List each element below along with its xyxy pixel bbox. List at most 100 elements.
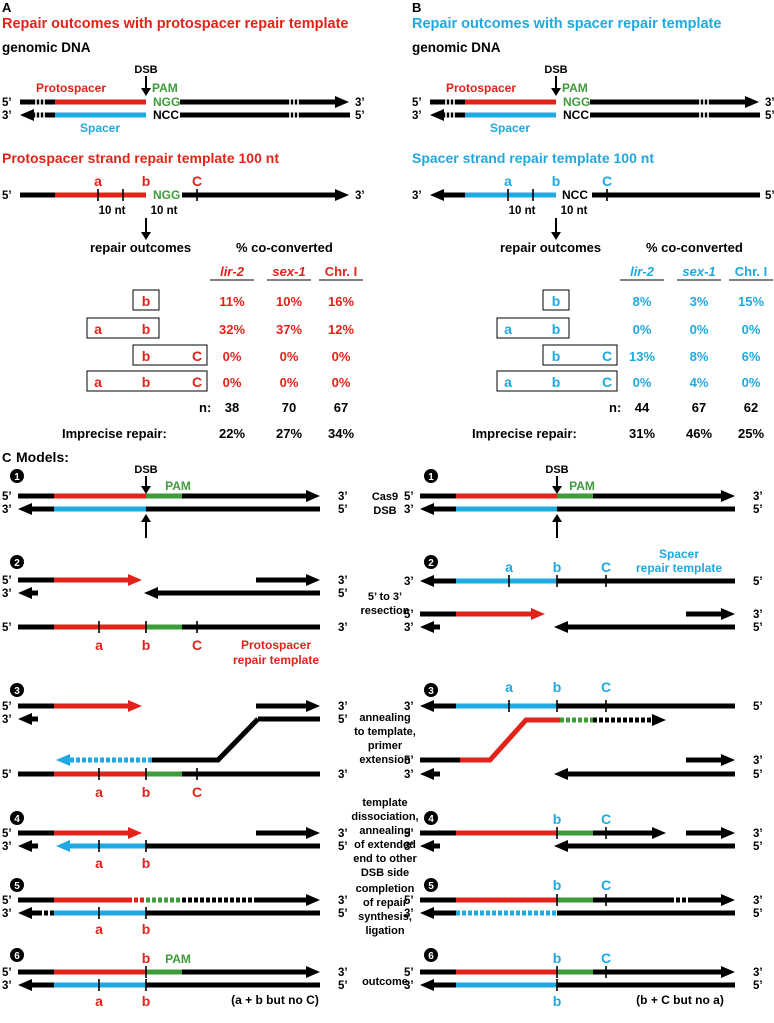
strand-end-label: 5’ (2, 575, 12, 587)
step-number: 3 (428, 686, 434, 697)
strand-end-label: 3’ (2, 980, 12, 992)
three-prime: 3’ (412, 110, 422, 122)
strand-end-label: 5’ (2, 491, 12, 503)
arrowhead-left (430, 189, 444, 201)
outcome-left-summary: (a + b but no C) (231, 993, 319, 1007)
ten-nt-label: 10 nt (99, 205, 126, 217)
step-number-icon (10, 878, 24, 892)
step-description: DSB side (361, 867, 409, 879)
strand-end-label: 5’ (753, 622, 763, 634)
panel-letter: A (2, 0, 12, 15)
three-prime: 3’ (355, 97, 365, 109)
dsb-arrow-head (141, 514, 151, 522)
step-number-icon (424, 878, 438, 892)
co-converted-value: 10% (276, 294, 302, 309)
mark-a: a (504, 173, 512, 189)
mark-b: b (552, 173, 561, 189)
n-label: n: (609, 400, 621, 415)
mark-a: a (94, 173, 102, 189)
strand-end-label: 3’ (753, 967, 763, 979)
outcome-b: b (552, 321, 561, 337)
step-number: 2 (14, 558, 20, 569)
strand-end-label: 3’ (2, 588, 12, 600)
co-converted-value: 6% (742, 349, 761, 364)
co-converted-label: % co-converted (646, 240, 743, 255)
strand-end-label: 3’ (338, 895, 348, 907)
arrowhead-right (745, 96, 759, 108)
imprecise-value: 31% (629, 426, 655, 441)
arrowhead-right (652, 714, 666, 726)
mark-c: C (601, 559, 611, 575)
step-number-icon (424, 811, 438, 825)
arrowhead-right (721, 966, 735, 978)
ngg-label: NGG (153, 188, 180, 202)
strand-end-label: 5’ (338, 980, 348, 992)
arrowhead-right (128, 700, 142, 712)
strand-end-label: 5’ (2, 622, 12, 634)
co-converted-value: 0% (742, 322, 761, 337)
mark-b: b (142, 950, 151, 966)
strand-end-label: 5’ (404, 609, 414, 621)
strand-end-label: 3’ (404, 841, 414, 853)
strand-end-label: 3’ (2, 504, 12, 516)
strand-end-label: 5’ (753, 576, 763, 588)
strand-end-label: 5’ (753, 980, 763, 992)
arrowhead-left (144, 587, 158, 599)
arrowhead-left (18, 840, 32, 852)
panel-title: Repair outcomes with protospacer repair … (2, 16, 348, 32)
mark-b: b (553, 993, 562, 1009)
step-number: 5 (428, 881, 434, 892)
outcome-box (132, 344, 208, 366)
co-converted-value: 0% (690, 322, 709, 337)
mark-b: b (142, 993, 151, 1009)
three-prime: 3’ (412, 190, 422, 202)
strand-end-label: 3’ (753, 755, 763, 767)
column-header: sex-1 (272, 264, 305, 279)
step-description: end to other (353, 853, 417, 865)
step-description: ligation (365, 925, 404, 937)
ten-nt-label: 10 nt (509, 205, 536, 217)
step-description: resection (361, 605, 410, 617)
arrowhead-right (306, 966, 320, 978)
step-number: 6 (14, 951, 20, 962)
outcome-box (86, 370, 208, 392)
five-prime: 5’ (765, 190, 774, 202)
process-arrow-head (551, 232, 561, 240)
step-description: to template, (354, 726, 416, 738)
step-description: extension (359, 754, 411, 766)
arrowhead-left (420, 503, 434, 515)
step-number-icon (424, 683, 438, 697)
co-converted-value: 0% (332, 349, 351, 364)
arrowhead-left (554, 840, 568, 852)
five-prime: 5’ (2, 97, 12, 109)
three-prime: 3’ (355, 190, 365, 202)
outcome-box (496, 317, 570, 339)
arrowhead-left (20, 109, 34, 121)
mark-b: b (142, 921, 151, 937)
mark-b: b (553, 559, 562, 575)
co-converted-value: 4% (690, 375, 709, 390)
n-value: 67 (692, 400, 706, 415)
arrowhead-left (420, 840, 434, 852)
ncc-label: NCC (153, 108, 179, 122)
mark-b: b (553, 877, 562, 893)
arrowhead-left (18, 907, 32, 919)
mark-b: b (553, 811, 562, 827)
dsb-label: DSB (544, 64, 567, 76)
arrowhead-left (18, 503, 32, 515)
five-prime: 5’ (2, 190, 12, 202)
outcome-box (542, 289, 570, 311)
strand-end-label: 3’ (404, 980, 414, 992)
strand-end-label: 3’ (338, 828, 348, 840)
arrowhead-right (652, 827, 666, 839)
mark-c: C (192, 173, 202, 189)
arrowhead-left (554, 768, 568, 780)
five-prime: 5’ (765, 110, 774, 122)
mark-c: C (601, 950, 611, 966)
strand-end-label: 5’ (338, 714, 348, 726)
spacer-template-label: Spacer (659, 547, 699, 561)
strand-end-label: 5’ (2, 701, 12, 713)
dsb-arrow-head (552, 486, 562, 494)
repair-outcomes-label: repair outcomes (90, 240, 191, 255)
